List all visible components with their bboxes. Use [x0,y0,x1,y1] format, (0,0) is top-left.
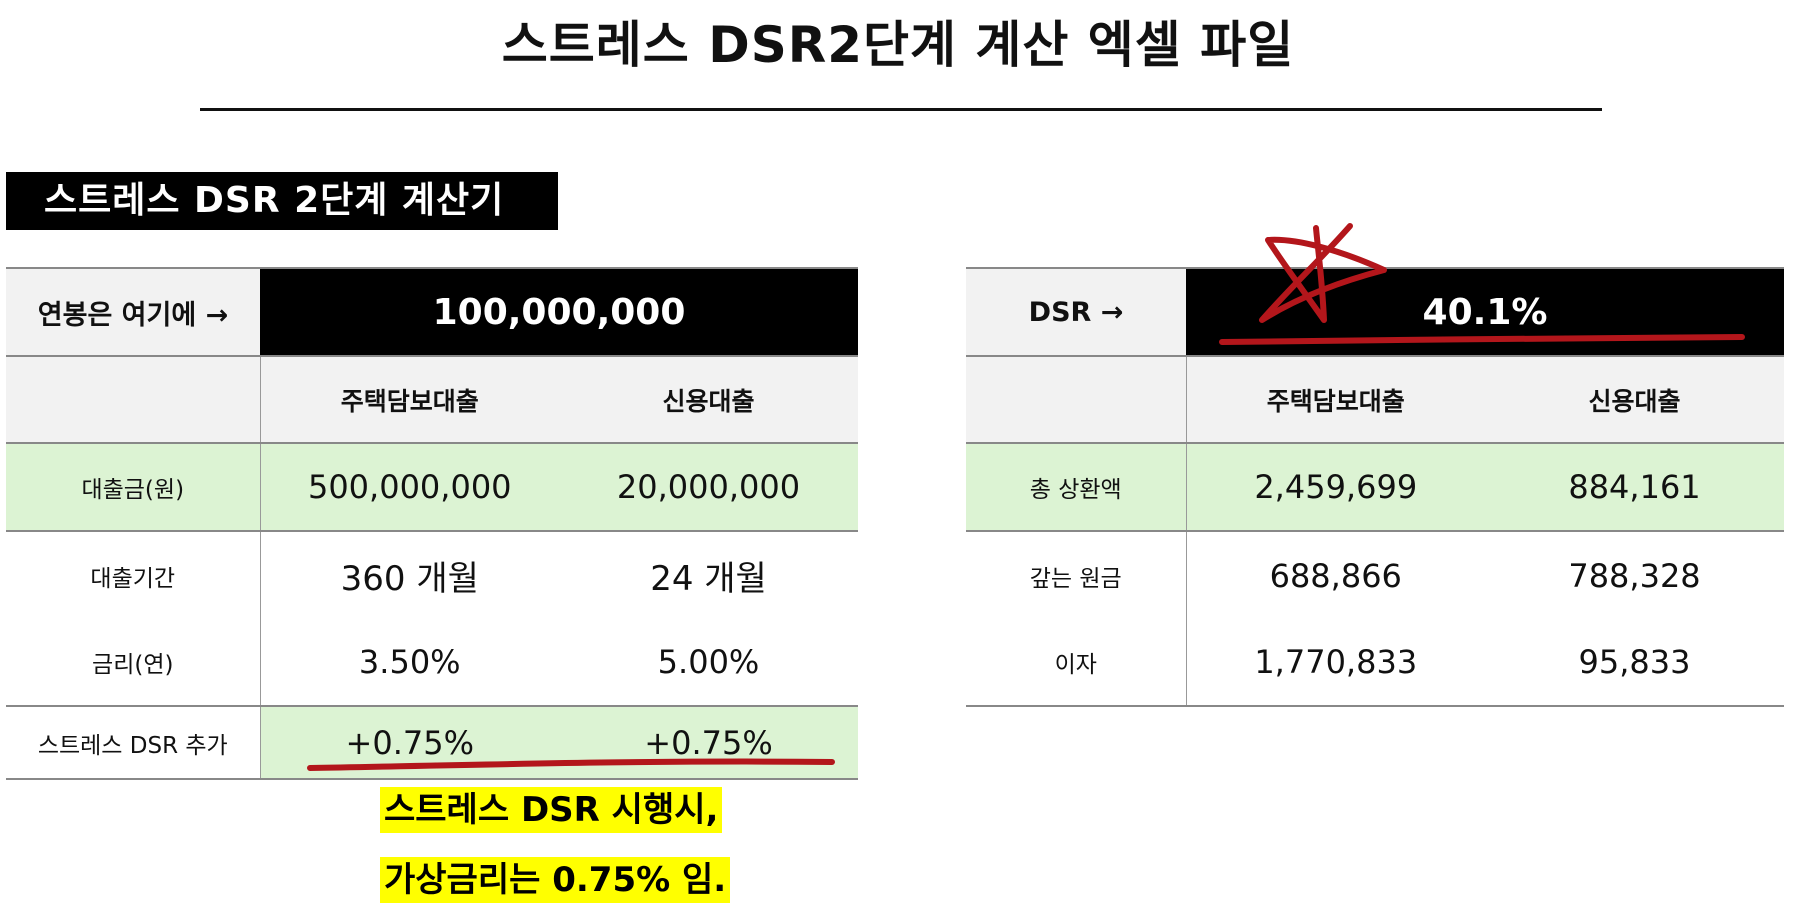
result-header-blank [966,355,1186,443]
loan-term-mortgage-input[interactable]: 360 개월 [259,530,559,619]
row-label-loan-amount: 대출금(원) [6,442,260,531]
header-blank [6,355,260,443]
stress-dsr-credit-value: +0.75% [559,705,859,780]
salary-label: 연봉은 여기에 → [6,267,260,356]
row-label-interest-rate: 금리(연) [92,652,174,678]
interest-mortgage: 1,770,833 [1185,619,1485,707]
calculator-input-table: 연봉은 여기에 → 100,000,000 주택담보대출 신용대출 대출금(원)… [6,267,859,780]
calculator-title: 스트레스 DSR 2단계 계산기 [6,172,558,230]
title-divider [200,108,1602,111]
note-line-2: 가상금리는 0.75% 임. [380,857,731,903]
stress-dsr-mortgage-value: +0.75% [259,705,559,780]
row-label-total-repayment: 총 상환액 [966,442,1186,531]
row-label-stress-dsr: 스트레스 DSR 추가 [6,705,260,780]
dsr-label: DSR → [966,267,1186,356]
header-credit: 신용대출 [559,355,859,443]
row-label-principal: 갚는 원금 [966,530,1186,619]
result-header-credit: 신용대출 [1485,355,1784,443]
principal-mortgage: 688,866 [1185,530,1485,619]
note-line-1: 스트레스 DSR 시행시, [380,787,723,833]
result-header-mortgage: 주택담보대출 [1185,355,1485,443]
salary-input[interactable]: 100,000,000 [260,267,859,356]
loan-term-credit-input[interactable]: 24 개월 [559,530,859,619]
header-mortgage: 주택담보대출 [259,355,559,443]
page-title: 스트레스 DSR2단계 계산 엑셀 파일 [501,16,1295,74]
total-repayment-credit: 884,161 [1485,442,1784,531]
row-label-loan-term: 대출기간 [6,530,260,619]
interest-rate-credit-input[interactable]: 5.00% [657,643,760,681]
dsr-result-table: DSR → 40.1% 주택담보대출 신용대출 총 상환액 2,459,699 … [966,267,1784,707]
total-repayment-mortgage: 2,459,699 [1185,442,1485,531]
dsr-value: 40.1% [1186,267,1784,356]
loan-amount-mortgage-input[interactable]: 500,000,000 [259,442,559,531]
row-label-interest: 이자 [966,619,1186,707]
interest-rate-mortgage-input[interactable]: 3.50% [259,619,559,706]
principal-credit: 788,328 [1485,530,1784,619]
loan-amount-credit-input[interactable]: 20,000,000 [559,442,859,531]
interest-credit: 95,833 [1485,619,1784,707]
